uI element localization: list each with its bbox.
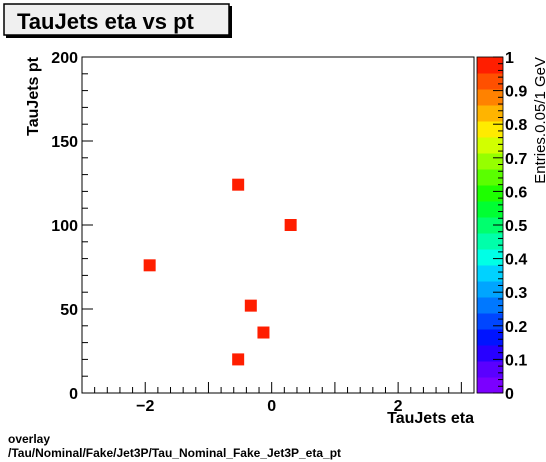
colorbar-band — [477, 345, 503, 362]
data-point — [143, 259, 156, 272]
colorbar-band — [477, 249, 503, 266]
y-axis-title: TauJets pt — [25, 56, 42, 136]
colorbar-band — [477, 89, 503, 106]
colorbar-title: Entries.0.05/1 GeV — [532, 57, 546, 184]
chart-title: TauJets eta vs pt — [17, 9, 195, 34]
colorbar-band — [477, 361, 503, 378]
colorbar-band — [477, 121, 503, 138]
colorbar-band — [477, 265, 503, 282]
colorbar-band — [477, 185, 503, 202]
y-tick-label: 0 — [69, 386, 78, 403]
colorbar-band — [477, 153, 503, 170]
x-tick-label: −2 — [136, 398, 154, 415]
colorbar-tick-label: 1 — [505, 50, 514, 67]
footer-histogram-path: /Tau/Nominal/Fake/Jet3P/Tau_Nominal_Fake… — [8, 446, 341, 460]
data-point — [257, 326, 270, 339]
colorbar-tick-label: 0.5 — [505, 218, 527, 235]
colorbar-tick-label: 0.2 — [505, 319, 527, 336]
colorbar-band — [477, 73, 503, 90]
data-point — [232, 178, 245, 191]
color-scale: 0 0.1 0.2 0.3 0.4 0.5 0.6 0.7 0.8 0.9 1 — [476, 50, 527, 403]
colorbar-band — [477, 329, 503, 346]
colorbar-band — [477, 201, 503, 218]
colorbar-band — [477, 313, 503, 330]
colorbar-band — [477, 105, 503, 122]
colorbar-band — [477, 233, 503, 250]
y-tick-label: 50 — [60, 302, 78, 319]
colorbar-tick-label: 0 — [505, 386, 514, 403]
x-axis: −2 0 2 — [81, 382, 475, 415]
plot-area — [81, 56, 475, 394]
colorbar-tick-label: 0.4 — [505, 252, 527, 269]
colorbar-band — [477, 297, 503, 314]
colorbar-tick-label: 0.9 — [505, 84, 527, 101]
colorbar-tick-label: 0.6 — [505, 184, 527, 201]
y-tick-label: 150 — [51, 134, 78, 151]
colorbar-band — [477, 137, 503, 154]
colorbar-tick-label: 0.1 — [505, 352, 527, 369]
colorbar-band — [477, 217, 503, 234]
colorbar-band — [477, 57, 503, 74]
y-tick-label: 100 — [51, 218, 78, 235]
y-axis: 0 50 100 150 200 — [51, 50, 93, 403]
colorbar-band — [477, 281, 503, 298]
x-tick-label: 2 — [394, 398, 403, 415]
data-point — [284, 219, 297, 231]
chart-title-box: TauJets eta vs pt — [3, 3, 232, 38]
x-tick-label: 0 — [267, 398, 276, 415]
colorbar-tick-label: 0.8 — [505, 117, 527, 134]
colorbar-tick-label: 0.3 — [505, 285, 527, 302]
footer-overlay-label: overlay — [8, 432, 50, 446]
data-point — [232, 353, 245, 366]
colorbar-tick-label: 0.7 — [505, 151, 527, 168]
data-markers — [143, 178, 297, 366]
colorbar-band — [477, 169, 503, 186]
x-axis-title: TauJets eta — [387, 410, 474, 427]
data-point — [244, 299, 257, 312]
y-tick-label: 200 — [51, 50, 78, 67]
colorbar-band — [477, 377, 503, 394]
